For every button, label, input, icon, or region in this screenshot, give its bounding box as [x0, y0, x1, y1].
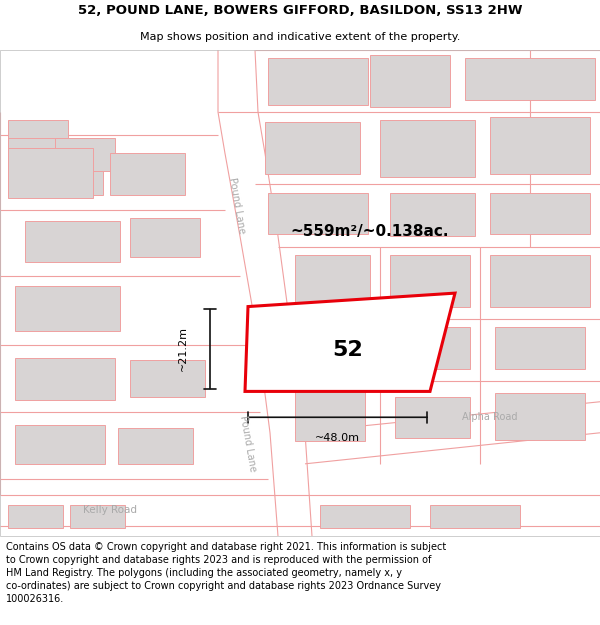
Bar [15, 286, 120, 331]
Bar [320, 505, 410, 528]
Bar [295, 389, 365, 441]
Polygon shape [245, 293, 455, 391]
Bar [130, 217, 200, 257]
Bar [495, 394, 585, 440]
Bar [395, 328, 470, 369]
Bar [8, 148, 93, 198]
Bar [268, 192, 368, 234]
Text: Alpha Road: Alpha Road [462, 412, 518, 422]
Text: ~21.2m: ~21.2m [178, 326, 188, 371]
Text: 52, POUND LANE, BOWERS GIFFORD, BASILDON, SS13 2HW: 52, POUND LANE, BOWERS GIFFORD, BASILDON… [78, 4, 522, 18]
Bar [15, 358, 115, 399]
Bar [110, 154, 185, 195]
Bar [390, 192, 475, 236]
Bar [8, 505, 63, 528]
Bar [265, 122, 360, 174]
Bar [465, 58, 595, 99]
Bar [295, 328, 365, 369]
Bar [8, 121, 68, 162]
Bar [8, 138, 103, 195]
Bar [25, 221, 120, 262]
Bar [380, 121, 475, 177]
Bar [495, 328, 585, 369]
Bar [490, 192, 590, 234]
Bar [295, 255, 370, 307]
Text: Pound Lane: Pound Lane [227, 176, 247, 234]
Bar [118, 428, 193, 464]
Bar [70, 505, 125, 528]
Bar [268, 58, 368, 105]
Text: Pound Lane: Pound Lane [238, 414, 258, 472]
Bar [130, 361, 205, 397]
Bar [490, 255, 590, 307]
Bar [430, 505, 520, 528]
Bar [370, 55, 450, 107]
Text: Kelly Road: Kelly Road [83, 506, 137, 516]
Text: Contains OS data © Crown copyright and database right 2021. This information is : Contains OS data © Crown copyright and d… [6, 542, 446, 604]
Bar [395, 397, 470, 438]
Text: 52: 52 [332, 340, 364, 360]
Text: Map shows position and indicative extent of the property.: Map shows position and indicative extent… [140, 32, 460, 43]
Bar [490, 118, 590, 174]
Text: ~559m²/~0.138ac.: ~559m²/~0.138ac. [291, 224, 449, 239]
Bar [55, 138, 115, 171]
Text: ~48.0m: ~48.0m [314, 433, 359, 443]
Bar [15, 424, 105, 464]
Bar [390, 255, 470, 307]
